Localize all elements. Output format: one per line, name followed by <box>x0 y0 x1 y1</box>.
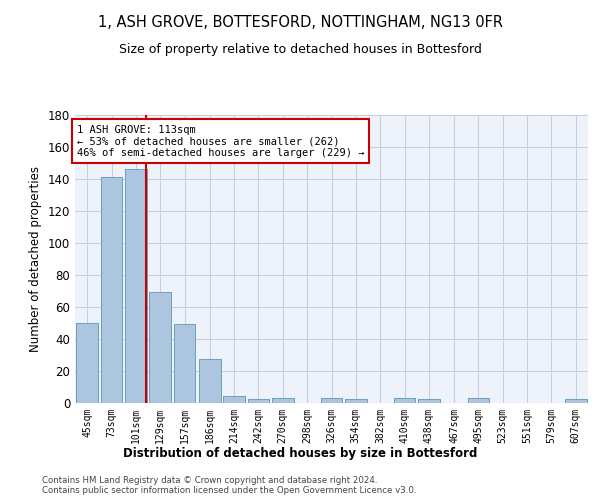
Text: Contains HM Land Registry data © Crown copyright and database right 2024.: Contains HM Land Registry data © Crown c… <box>42 476 377 485</box>
Bar <box>565 400 587 402</box>
Text: Contains public sector information licensed under the Open Government Licence v3: Contains public sector information licen… <box>42 486 416 495</box>
Bar <box>394 398 415 402</box>
Bar <box>76 322 98 402</box>
Bar <box>173 324 196 402</box>
Bar <box>223 396 245 402</box>
Text: Size of property relative to detached houses in Bottesford: Size of property relative to detached ho… <box>119 42 481 56</box>
Bar <box>320 398 343 402</box>
Text: Distribution of detached houses by size in Bottesford: Distribution of detached houses by size … <box>123 448 477 460</box>
Y-axis label: Number of detached properties: Number of detached properties <box>29 166 42 352</box>
Bar <box>418 400 440 402</box>
Bar <box>345 400 367 402</box>
Bar <box>199 360 221 403</box>
Bar <box>272 398 293 402</box>
Bar <box>467 398 490 402</box>
Text: 1 ASH GROVE: 113sqm
← 53% of detached houses are smaller (262)
46% of semi-detac: 1 ASH GROVE: 113sqm ← 53% of detached ho… <box>77 124 364 158</box>
Bar <box>125 170 147 402</box>
Bar <box>248 400 269 402</box>
Text: 1, ASH GROVE, BOTTESFORD, NOTTINGHAM, NG13 0FR: 1, ASH GROVE, BOTTESFORD, NOTTINGHAM, NG… <box>97 15 503 30</box>
Bar <box>149 292 171 403</box>
Bar <box>101 178 122 402</box>
